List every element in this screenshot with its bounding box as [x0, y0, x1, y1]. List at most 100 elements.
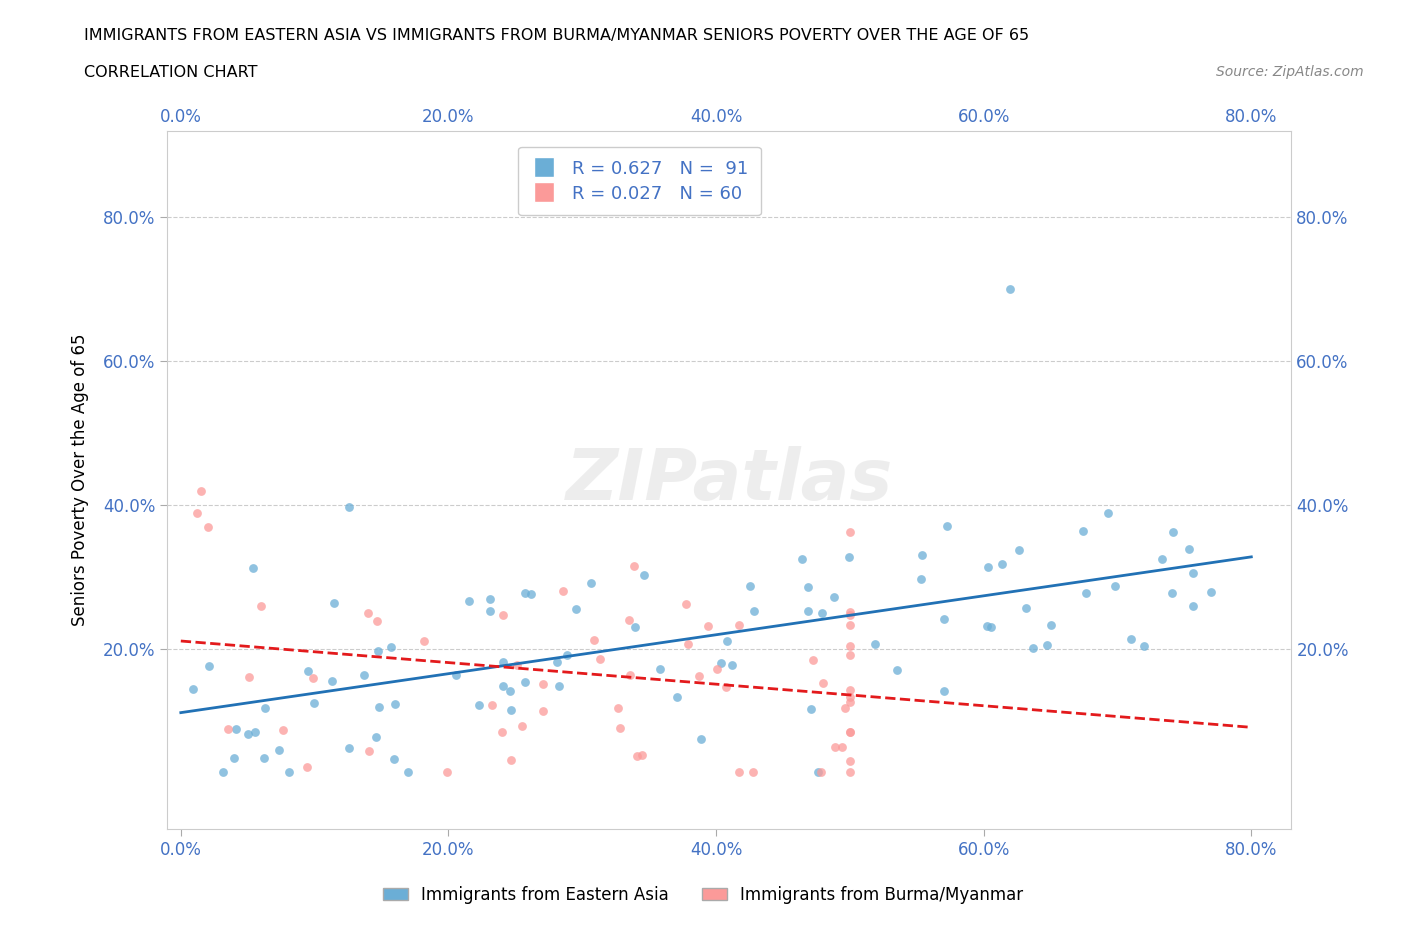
Point [579, 575, 602, 590]
Point [741, 764, 763, 779]
Point [675, 596, 697, 611]
Point [253, 700, 276, 715]
Point [1022, 641, 1045, 656]
Point [364, 729, 387, 744]
Point [253, 751, 276, 766]
Point [1074, 586, 1097, 601]
Point [436, 764, 458, 779]
Point [583, 632, 606, 647]
Point [838, 604, 860, 619]
Point [337, 499, 360, 514]
Point [1160, 586, 1182, 601]
Point [624, 619, 647, 634]
Point [367, 644, 389, 658]
Point [838, 639, 860, 654]
Point [1182, 599, 1205, 614]
Point [243, 724, 266, 739]
Point [519, 586, 541, 601]
Text: CORRELATION CHART: CORRELATION CHART [84, 65, 257, 80]
Point [1104, 578, 1126, 593]
Point [321, 674, 343, 689]
Point [225, 722, 247, 737]
Point [609, 721, 631, 736]
Point [710, 656, 733, 671]
Point [359, 743, 381, 758]
Point [181, 682, 204, 697]
Point [678, 637, 700, 652]
Point [499, 702, 522, 717]
Point [716, 679, 738, 694]
Point [838, 724, 860, 739]
Point [1097, 506, 1119, 521]
Point [384, 697, 406, 711]
Point [491, 724, 513, 739]
Text: IMMIGRANTS FROM EASTERN ASIA VS IMMIGRANTS FROM BURMA/MYANMAR SENIORS POVERTY OV: IMMIGRANTS FROM EASTERN ASIA VS IMMIGRAN… [84, 28, 1029, 43]
Point [190, 484, 212, 498]
Point [838, 690, 860, 705]
Point [790, 551, 813, 566]
Point [277, 764, 299, 779]
Point [811, 606, 834, 621]
Point [551, 583, 574, 598]
Point [357, 606, 380, 621]
Point [458, 593, 481, 608]
Point [302, 695, 325, 710]
Point [800, 701, 823, 716]
Point [977, 560, 1000, 575]
Point [557, 647, 579, 662]
Point [934, 684, 956, 698]
Point [650, 661, 672, 676]
Point [666, 690, 689, 705]
Point [224, 751, 246, 765]
Point [322, 595, 344, 610]
Point [1199, 584, 1222, 599]
Point [697, 618, 720, 633]
Point [838, 683, 860, 698]
Point [838, 607, 860, 622]
Point [212, 764, 235, 779]
Point [565, 602, 588, 617]
Point [478, 604, 501, 618]
Point [531, 704, 554, 719]
Point [706, 662, 728, 677]
Point [492, 679, 515, 694]
Point [688, 669, 710, 684]
Point [382, 751, 405, 766]
Point [838, 724, 860, 739]
Point [499, 684, 522, 698]
Point [831, 739, 853, 754]
Point [505, 658, 527, 672]
Point [801, 653, 824, 668]
Point [492, 655, 515, 670]
Point [1039, 618, 1062, 632]
Point [492, 607, 515, 622]
Point [269, 743, 291, 758]
Point [838, 618, 860, 632]
Point [633, 567, 655, 582]
Point [271, 723, 294, 737]
Point [479, 591, 502, 606]
Point [838, 753, 860, 768]
Point [911, 548, 934, 563]
Legend: R = 0.627   N =  91, R = 0.027   N = 60: R = 0.627 N = 91, R = 0.027 N = 60 [517, 147, 761, 216]
Point [512, 719, 534, 734]
Point [444, 668, 467, 683]
Point [619, 668, 641, 683]
Point [727, 764, 749, 779]
Point [932, 612, 955, 627]
Point [1150, 551, 1173, 566]
Point [910, 571, 932, 586]
Point [186, 505, 208, 520]
Y-axis label: Seniors Poverty Over the Age of 65: Seniors Poverty Over the Age of 65 [72, 334, 89, 627]
Point [197, 520, 219, 535]
Point [720, 658, 742, 672]
Point [513, 675, 536, 690]
Point [396, 764, 419, 779]
Point [589, 652, 612, 667]
Point [1008, 543, 1031, 558]
Point [838, 695, 860, 710]
Point [1119, 631, 1142, 646]
Point [806, 764, 828, 779]
Text: Source: ZipAtlas.com: Source: ZipAtlas.com [1216, 65, 1364, 79]
Point [501, 752, 523, 767]
